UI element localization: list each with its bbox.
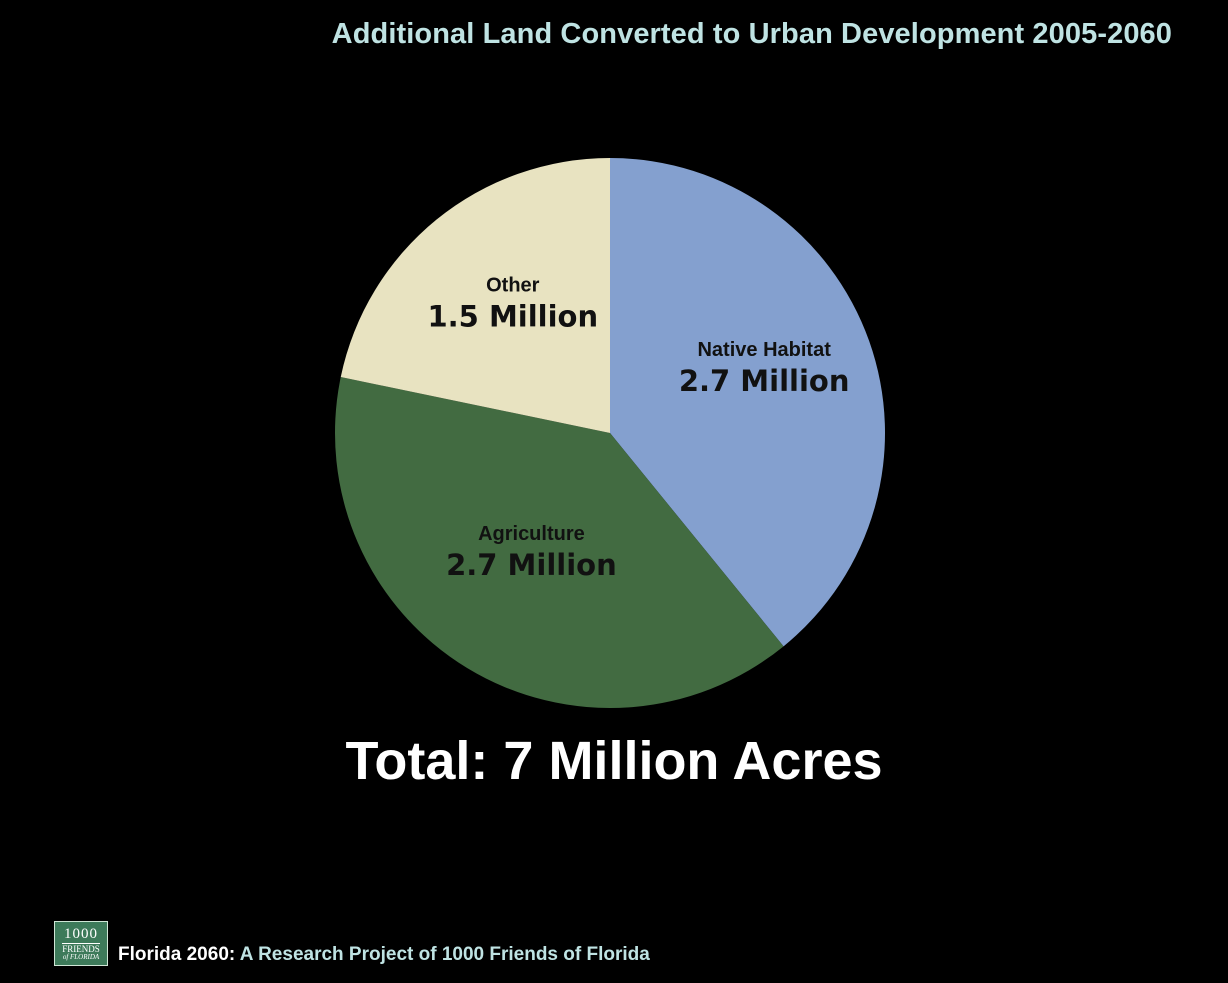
- slice-value-agriculture: 2.7 Million: [446, 548, 617, 582]
- pie-slices: [334, 158, 886, 709]
- logo-line-2: FRIENDS: [62, 942, 100, 954]
- logo-line-3: of FLORIDA: [62, 952, 100, 961]
- slice-value-native-habitat: 2.7 Million: [679, 364, 850, 398]
- logo-line-1: 1000: [64, 925, 98, 942]
- total-label: Total: 7 Million Acres: [345, 731, 883, 791]
- slice-label-native-habitat: Native Habitat: [697, 339, 831, 361]
- footer: 1000 FRIENDS of FLORIDA Florida 2060: A …: [54, 918, 650, 966]
- footer-credit-rest: A Research Project of 1000 Friends of Fl…: [235, 944, 650, 965]
- slice-label-agriculture: Agriculture: [478, 523, 585, 545]
- slice-label-other: Other: [486, 275, 540, 297]
- chart-title: Additional Land Converted to Urban Devel…: [331, 18, 1172, 50]
- pie-labels: Native Habitat 2.7 Million Agriculture 2.7 …: [427, 275, 849, 583]
- footer-credit-lead: Florida 2060:: [118, 944, 236, 965]
- footer-credit: Florida 2060: A Research Project of 1000…: [118, 944, 650, 966]
- pie-slice-agriculture: [334, 377, 784, 709]
- slice-value-other: 1.5 Million: [427, 300, 598, 334]
- friends-of-florida-logo: 1000 FRIENDS of FLORIDA: [54, 921, 108, 966]
- pie-slice-other: [340, 158, 610, 433]
- pie-slice-native-habitat: [610, 158, 886, 647]
